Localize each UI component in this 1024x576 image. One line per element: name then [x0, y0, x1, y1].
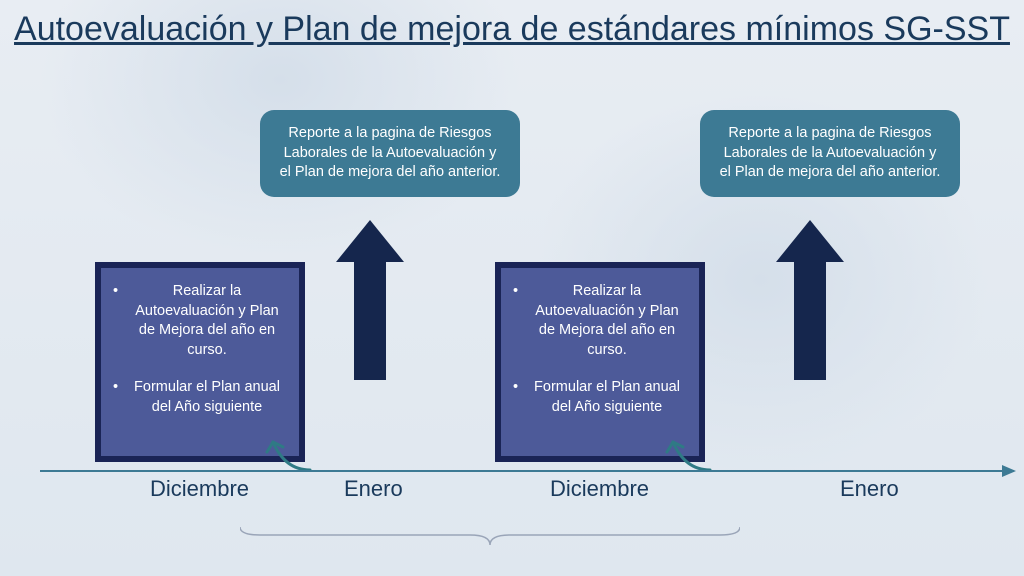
- callout-january-1: Reporte a la pagina de Riesgos Laborales…: [260, 110, 520, 197]
- timeline-axis: [40, 470, 1014, 472]
- month-label-december: Diciembre: [150, 476, 249, 502]
- brace-icon: [240, 525, 740, 545]
- timeline: Reporte a la pagina de Riesgos Laborales…: [40, 110, 1014, 556]
- month-label-december: Diciembre: [550, 476, 649, 502]
- curved-arrow-icon: [265, 432, 315, 472]
- month-label-january: Enero: [344, 476, 403, 502]
- curved-arrow-icon: [665, 432, 715, 472]
- month-label-january: Enero: [840, 476, 899, 502]
- arrow-up-icon: [340, 220, 400, 380]
- callout-january-2: Reporte a la pagina de Riesgos Laborales…: [700, 110, 960, 197]
- box-item: Realizar la Autoevaluación y Plan de Mej…: [513, 282, 687, 360]
- box-item: Realizar la Autoevaluación y Plan de Mej…: [113, 282, 287, 360]
- box-item: Formular el Plan anual del Año siguiente: [513, 378, 687, 417]
- arrow-up-icon: [780, 220, 840, 380]
- box-item: Formular el Plan anual del Año siguiente: [113, 378, 287, 417]
- page-title: Autoevaluación y Plan de mejora de están…: [0, 0, 1024, 51]
